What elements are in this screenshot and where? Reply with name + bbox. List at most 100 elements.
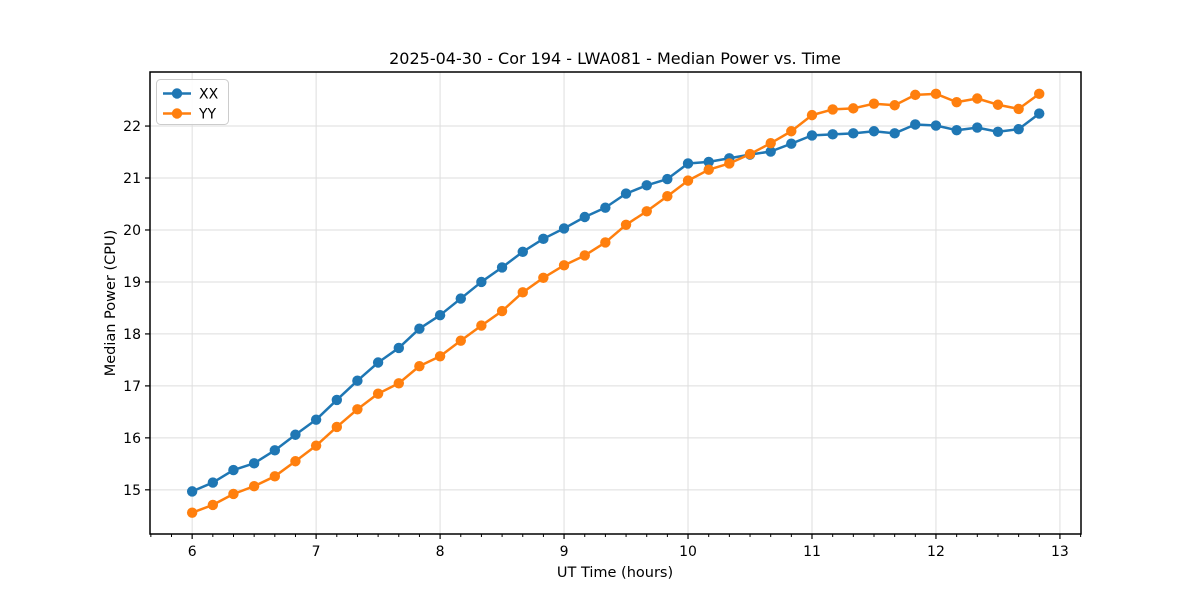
data-point-xx: [682, 158, 694, 169]
data-point-xx: [455, 293, 466, 304]
data-point-yy: [228, 488, 239, 500]
data-point-xx: [868, 126, 880, 137]
data-point-yy: [310, 440, 322, 451]
data-point-xx: [331, 394, 343, 406]
data-point-xx: [972, 122, 983, 133]
data-point-xx: [186, 486, 198, 497]
data-point-yy: [579, 250, 590, 261]
data-point-xx: [310, 414, 322, 425]
y-tick-label: 19: [123, 275, 141, 291]
series-line-yy: [190, 92, 1041, 514]
y-tick-label: 15: [123, 483, 141, 499]
data-point-xx: [827, 129, 838, 140]
y-tick-label: 20: [123, 223, 141, 239]
data-point-yy: [703, 164, 714, 175]
series-xx: [186, 108, 1045, 497]
data-point-yy: [517, 287, 528, 298]
x-tick-label: 10: [679, 544, 697, 560]
data-point-yy: [290, 456, 301, 467]
y-tick-label: 22: [123, 119, 141, 135]
y-tick-label: 21: [123, 171, 141, 187]
data-point-yy: [620, 219, 632, 230]
data-point-xx: [496, 262, 508, 273]
data-point-xx: [434, 310, 446, 321]
legend-item-xx: XX: [163, 87, 219, 103]
data-point-yy: [641, 206, 652, 217]
data-point-xx: [641, 180, 652, 191]
x-tick-label: 11: [803, 544, 821, 560]
data-point-yy: [662, 191, 673, 202]
data-point-xx: [393, 342, 405, 354]
y-tick-label: 17: [123, 379, 141, 395]
data-point-yy: [434, 351, 446, 362]
data-point-xx: [558, 223, 570, 234]
legend-label-xx: XX: [199, 87, 219, 103]
data-point-xx: [1013, 123, 1024, 135]
data-point-xx: [372, 357, 384, 368]
x-tick-label: 12: [927, 544, 945, 560]
x-tick-label: 8: [436, 544, 445, 560]
data-point-yy: [910, 89, 921, 101]
y-axis-label: Median Power (CPU): [103, 230, 119, 377]
data-point-yy: [951, 96, 962, 108]
data-point-yy: [455, 335, 466, 346]
data-point-xx: [662, 173, 673, 185]
data-point-xx: [930, 120, 942, 131]
series-line-xx: [190, 112, 1041, 493]
data-point-xx: [476, 276, 487, 288]
data-point-xx: [228, 464, 239, 476]
data-point-xx: [620, 188, 632, 199]
data-point-xx: [290, 429, 301, 440]
data-point-xx: [703, 156, 714, 168]
data-point-xx: [414, 323, 425, 334]
data-point-xx: [848, 128, 859, 139]
data-point-xx: [600, 202, 611, 213]
data-point-yy: [889, 100, 900, 111]
data-point-yy: [538, 272, 549, 283]
data-point-xx: [806, 130, 818, 141]
data-point-yy: [269, 471, 281, 482]
data-point-xx: [517, 246, 528, 258]
chart-title: 2025-04-30 - Cor 194 - LWA081 - Median P…: [389, 49, 841, 68]
data-point-xx: [765, 146, 776, 157]
data-point-xx: [538, 233, 549, 245]
x-tick-label: 7: [312, 544, 321, 560]
axes: 6 7 8 9 10 11 12 13 15 16 17 18 19 20 21 22: [123, 71, 1082, 560]
data-point-yy: [786, 126, 797, 137]
data-point-xx: [889, 128, 900, 139]
data-point-yy: [930, 88, 942, 100]
data-point-yy: [724, 158, 735, 169]
data-point-yy: [992, 99, 1004, 110]
series-yy: [186, 88, 1045, 518]
data-point-yy: [476, 320, 487, 331]
plot-border: [149, 71, 1082, 535]
data-point-yy: [393, 378, 405, 389]
data-point-yy: [558, 260, 570, 271]
legend-marker-yy-icon: [171, 108, 183, 119]
grid-lines: [150, 72, 1081, 534]
x-axis-label: UT Time (hours): [557, 565, 673, 581]
data-point-xx: [951, 125, 962, 136]
data-point-yy: [765, 137, 776, 149]
data-point-yy: [207, 499, 219, 511]
x-tick-label: 6: [188, 544, 197, 560]
x-tick-label: 9: [560, 544, 569, 560]
data-point-xx: [786, 138, 797, 149]
data-point-yy: [1013, 103, 1024, 115]
x-tick-label: 13: [1051, 544, 1069, 560]
data-point-yy: [372, 388, 384, 399]
data-point-xx: [269, 445, 281, 456]
data-point-xx: [1034, 108, 1045, 119]
data-point-yy: [248, 480, 260, 492]
legend-label-yy: YY: [198, 107, 217, 123]
data-point-yy: [186, 507, 198, 518]
data-point-yy: [352, 404, 363, 415]
data-point-yy: [600, 237, 611, 248]
data-point-xx: [207, 477, 219, 488]
data-point-xx: [992, 126, 1004, 137]
data-point-xx: [910, 119, 921, 130]
data-point-yy: [827, 104, 838, 115]
data-point-xx: [248, 458, 260, 469]
data-point-yy: [744, 148, 756, 160]
